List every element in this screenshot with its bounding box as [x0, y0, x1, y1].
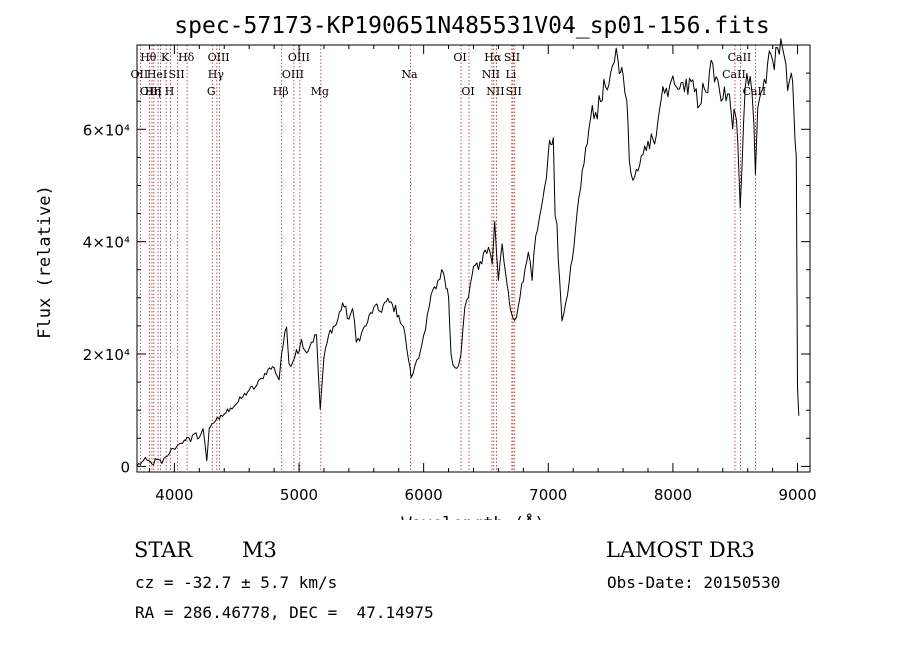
line-label-9: Hδ [178, 51, 195, 64]
line-label-24: SII [504, 51, 520, 64]
x-tick-label-1: 5000 [280, 486, 318, 504]
x-axis-label: Wavelength (Å) [401, 512, 544, 520]
survey-name: LAMOST DR3 [606, 538, 755, 562]
line-label-22: NII [486, 85, 504, 98]
spectrum-series [136, 38, 800, 467]
line-label-2: OIII [140, 85, 162, 98]
line-label-26: CaII [722, 68, 746, 81]
y-axis-label: Flux (relative) [35, 185, 55, 339]
line-label-21: Hα [484, 51, 502, 64]
line-label-3: Hη [145, 85, 161, 98]
line-label-7: H [165, 85, 175, 98]
x-tick-label-3: 7000 [529, 486, 567, 504]
plot-frame [136, 44, 811, 473]
emission-line-markers [139, 45, 756, 472]
spectrum-line-0 [136, 38, 800, 467]
chart-title: spec-57173-KP190651N485531V04_sp01-156.f… [174, 13, 769, 39]
axis-ticks: 4000 5000 6000 7000 8000 9000 0 2×10⁴ 4×10⁴ 6×10⁴ [83, 45, 817, 504]
emission-line-labels: OIIHθOIIIHηHeIKHSIIHδGHγOIIIHβOIIIOIIIMg… [131, 51, 767, 98]
spectrum-chart: OIIHθOIIIHηHeIKHSIIHδGHγOIIIHβOIIIOIIIMg… [35, 13, 817, 520]
line-label-6: K [161, 51, 170, 64]
x-tick-label-5: 9000 [778, 486, 816, 504]
line-label-23: Li [505, 68, 516, 81]
line-label-18: OI [453, 51, 466, 64]
line-label-10: G [207, 85, 216, 98]
line-label-1: Hθ [140, 51, 157, 64]
line-label-4: HeI [147, 68, 167, 81]
object-class: STAR [134, 538, 193, 562]
line-label-14: OIII [282, 68, 304, 81]
y-tick-label-3: 6×10⁴ [83, 121, 130, 139]
spectral-subclass: M3 [242, 538, 277, 562]
y-tick-label-1: 2×10⁴ [83, 346, 130, 364]
sky-coordinates: RA = 286.46778, DEC = 47.14975 [135, 603, 434, 622]
x-tick-label-4: 8000 [654, 486, 692, 504]
line-label-15: OIII [288, 51, 310, 64]
line-label-12: OIII [208, 51, 230, 64]
x-tick-label-2: 6000 [405, 486, 443, 504]
line-label-0: OII [131, 68, 149, 81]
y-tick-label-2: 4×10⁴ [83, 234, 130, 252]
line-label-13: Hβ [273, 85, 289, 98]
line-label-16: Mg [311, 85, 329, 98]
line-label-20: NII [482, 68, 500, 81]
y-tick-label-0: 0 [120, 458, 130, 476]
line-label-11: Hγ [208, 68, 225, 81]
line-label-27: CaII [728, 51, 752, 64]
line-label-8: SII [169, 68, 185, 81]
x-tick-label-0: 4000 [155, 486, 193, 504]
line-label-25: SII [506, 85, 522, 98]
line-label-17: Na [401, 68, 418, 81]
line-label-19: OI [461, 85, 474, 98]
observation-date: Obs-Date: 20150530 [607, 573, 781, 592]
redshift-value: cz = -32.7 ± 5.7 km/s [135, 573, 338, 592]
